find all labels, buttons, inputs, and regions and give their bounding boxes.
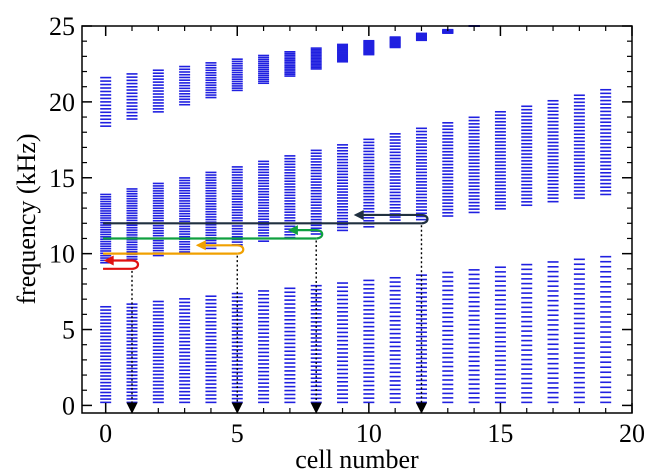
- plot-background: [82, 26, 632, 413]
- navy-arrowhead: [353, 209, 364, 220]
- orange-cascade-path: [103, 240, 245, 255]
- green-arrowhead: [287, 225, 298, 236]
- red-cascade-path: [103, 255, 140, 270]
- axes-layer: 0 5 10 15 20 0 5 10 15 20 25: [49, 12, 645, 448]
- y-axis-title: frequency (kHz): [12, 133, 41, 304]
- y-tick-label: 0: [62, 391, 75, 420]
- y-tick-label: 5: [62, 316, 75, 345]
- band-1: [100, 255, 612, 404]
- navy-cascade-path: [103, 209, 429, 225]
- red-loop: [105, 259, 140, 270]
- band-2: [100, 88, 612, 264]
- x-tick-label: 15: [487, 419, 513, 448]
- orange-arrowhead: [195, 240, 206, 251]
- bands-layer: [100, 25, 612, 404]
- y-tick-label: 15: [49, 164, 75, 193]
- y-tick-label: 20: [49, 88, 75, 117]
- x-tick-label: 0: [99, 419, 112, 448]
- red-arrowhead: [103, 255, 114, 266]
- navy-loop: [355, 213, 429, 225]
- x-tick-label: 10: [356, 419, 382, 448]
- cascade-paths-layer: [103, 209, 429, 414]
- green-cascade-path: [103, 225, 324, 240]
- x-axis-title: cell number: [295, 445, 419, 474]
- x-tick-label: 20: [619, 419, 645, 448]
- y-tick-label: 25: [49, 12, 75, 41]
- green-loop: [289, 229, 324, 240]
- plot-frame: [81, 25, 633, 414]
- y-tick-label: 10: [49, 240, 75, 269]
- orange-loop: [197, 244, 245, 255]
- x-tick-label: 5: [231, 419, 244, 448]
